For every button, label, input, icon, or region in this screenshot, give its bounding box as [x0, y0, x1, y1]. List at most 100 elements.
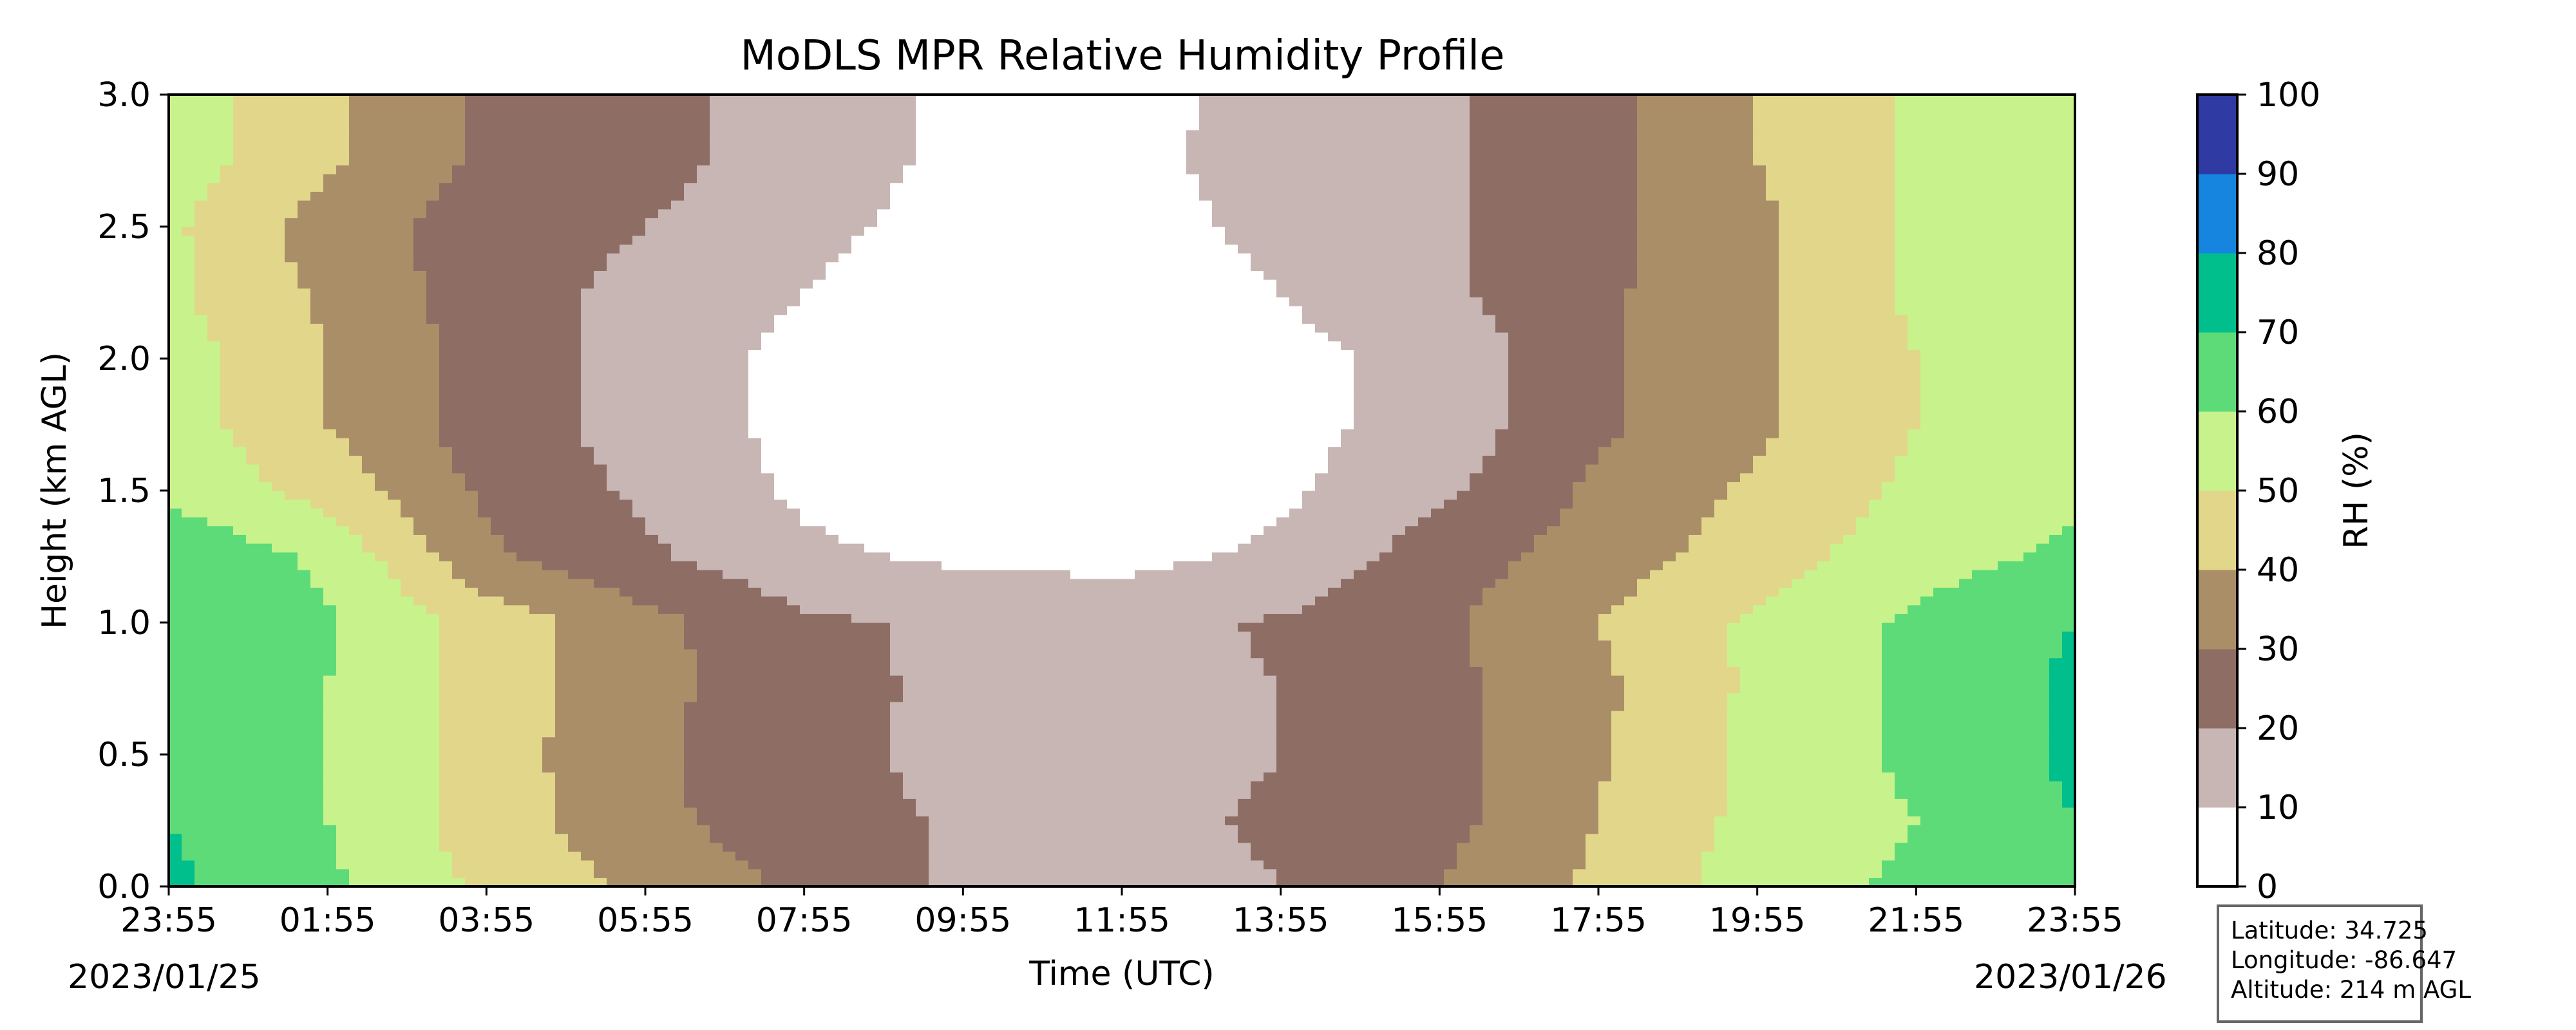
rh-cell — [658, 745, 672, 755]
rh-cell — [620, 719, 633, 729]
rh-cell — [1895, 596, 1908, 606]
rh-cell — [723, 631, 736, 641]
rh-cell — [1611, 851, 1625, 861]
rh-cell — [1405, 596, 1419, 606]
rh-cell — [1264, 754, 1277, 764]
rh-cell — [1186, 710, 1200, 720]
rh-cell — [1083, 807, 1097, 817]
rh-cell — [1650, 702, 1663, 711]
rh-cell — [349, 763, 363, 772]
rh-cell — [929, 745, 942, 755]
rh-cell — [1611, 807, 1625, 817]
rh-cell — [1869, 781, 1882, 791]
rh-cell — [401, 640, 414, 650]
rh-cell — [980, 816, 994, 825]
rh-cell — [594, 631, 607, 641]
rh-cell — [1186, 666, 1200, 676]
rh-cell — [813, 763, 826, 772]
rh-cell — [1701, 719, 1715, 729]
rh-cell — [748, 728, 762, 738]
rh-cell — [1521, 745, 1535, 755]
rh-cell — [1032, 781, 1045, 791]
rh-cell — [491, 684, 504, 693]
rh-cell — [1895, 631, 1908, 641]
rh-cell — [581, 763, 594, 772]
rh-cell — [375, 604, 388, 614]
rh-cell — [1096, 631, 1110, 641]
rh-cell — [1972, 807, 1985, 817]
rh-cell — [1740, 623, 1754, 632]
rh-cell — [1006, 807, 1019, 817]
rh-cell — [1959, 675, 1973, 685]
rh-cell — [2049, 684, 2063, 693]
rh-cell — [1315, 719, 1329, 729]
rh-cell — [620, 834, 633, 843]
rh-cell — [272, 851, 285, 861]
rh-cell — [1354, 772, 1367, 782]
rh-cell — [632, 763, 646, 772]
rh-cell — [1560, 623, 1573, 632]
rh-cell — [207, 736, 221, 746]
rh-cell — [1804, 710, 1818, 720]
rh-cell — [1057, 623, 1071, 632]
rh-cell — [259, 842, 272, 852]
rh-cell — [2049, 763, 2063, 772]
rh-cell — [1032, 587, 1045, 597]
rh-cell — [1367, 877, 1380, 887]
rh-cell — [1341, 693, 1354, 702]
rh-cell — [1238, 587, 1251, 597]
rh-cell — [1534, 745, 1548, 755]
rh-cell — [1920, 702, 1934, 711]
rh-cell — [568, 736, 582, 746]
rh-cell — [1586, 728, 1599, 738]
rh-cell — [1070, 834, 1084, 843]
rh-cell — [1740, 807, 1754, 817]
rh-cell — [838, 877, 852, 887]
rh-cell — [1972, 798, 1985, 808]
rh-cell — [684, 842, 697, 852]
rh-cell — [1521, 868, 1535, 878]
rh-cell — [323, 825, 337, 834]
rh-cell — [452, 807, 466, 817]
rh-cell — [710, 851, 723, 861]
rh-cell — [1650, 684, 1663, 693]
rh-cell — [1714, 860, 1728, 870]
rh-cell — [1212, 798, 1226, 808]
rh-cell — [413, 675, 427, 685]
rh-cell — [1573, 719, 1586, 729]
rh-cell — [1431, 719, 1444, 729]
rh-cell — [233, 868, 247, 878]
rh-cell — [426, 613, 440, 623]
rh-cell — [1766, 649, 1779, 659]
rh-cell — [182, 693, 195, 702]
rh-cell — [1495, 781, 1509, 791]
rh-cell — [1856, 868, 1870, 878]
rh-cell — [1869, 763, 1882, 772]
rh-cell — [684, 754, 697, 764]
rh-cell — [516, 789, 530, 799]
rh-cell — [723, 587, 736, 597]
rh-cell — [1676, 604, 1689, 614]
rh-cell — [1663, 807, 1676, 817]
rh-cell — [1817, 666, 1831, 676]
rh-cell — [1508, 631, 1522, 641]
rh-cell — [864, 657, 878, 667]
rh-cell — [967, 623, 981, 632]
rh-cell — [1869, 702, 1882, 711]
rh-cell — [903, 710, 916, 720]
rh-cell — [1341, 587, 1354, 597]
rh-cell — [903, 623, 916, 632]
rh-cell — [1856, 719, 1870, 729]
rh-cell — [1238, 868, 1251, 878]
rh-cell — [1624, 789, 1638, 799]
rh-cell — [2062, 825, 2076, 834]
rh-cell — [1070, 719, 1084, 729]
rh-cell — [1431, 728, 1444, 738]
rh-cell — [761, 728, 775, 738]
rh-cell — [1586, 604, 1599, 614]
rh-cell — [1032, 851, 1045, 861]
rh-cell — [1882, 860, 1895, 870]
rh-cell — [1972, 728, 1985, 738]
rh-cell — [439, 868, 453, 878]
rh-cell — [697, 745, 710, 755]
